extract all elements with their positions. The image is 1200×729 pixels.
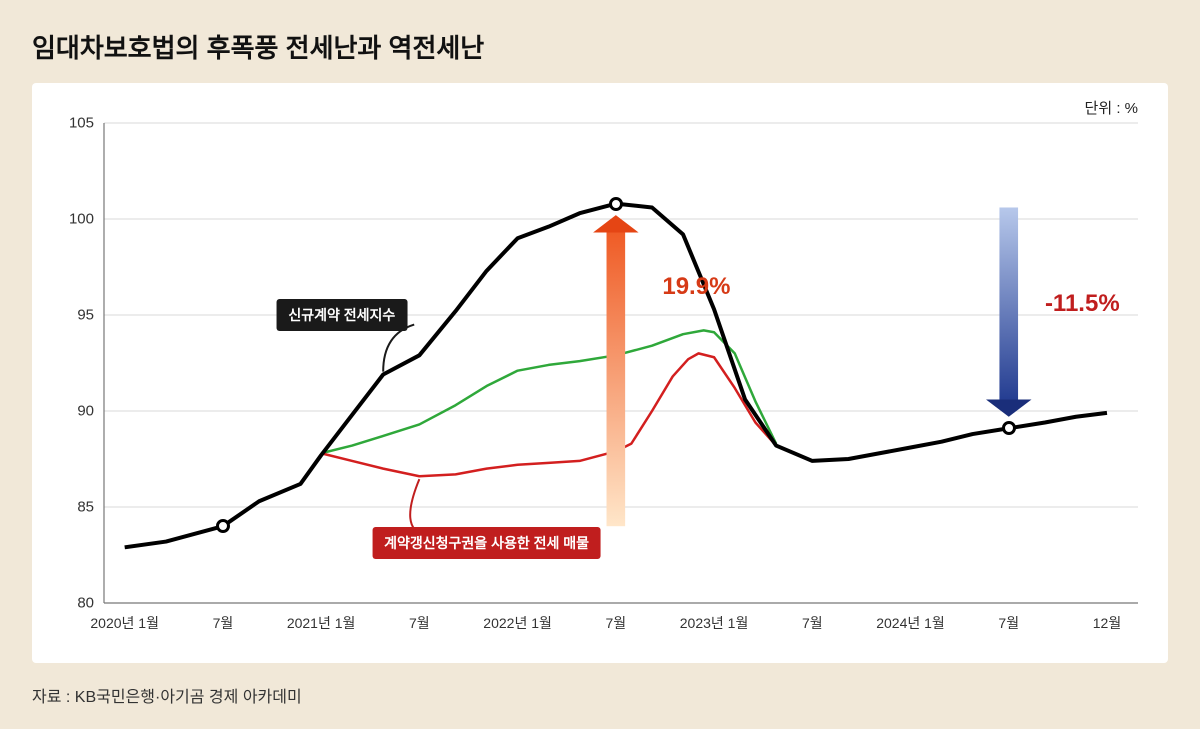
y-tick-label: 105 bbox=[69, 115, 94, 132]
x-tick-label: 2021년 1월 bbox=[287, 613, 356, 633]
y-tick-label: 95 bbox=[77, 307, 94, 324]
x-tick-label: 7월 bbox=[802, 613, 823, 633]
unit-label: 단위 : % bbox=[1085, 97, 1138, 118]
x-tick-label: 2020년 1월 bbox=[90, 613, 159, 633]
x-tick-label: 7월 bbox=[213, 613, 234, 633]
x-tick-label: 12월 bbox=[1093, 613, 1121, 633]
line-marker bbox=[1002, 421, 1016, 435]
x-tick-label: 2022년 1월 bbox=[483, 613, 552, 633]
chart-title: 임대차보호법의 후폭풍 전세난과 역전세난 bbox=[32, 28, 1168, 65]
y-tick-label: 90 bbox=[77, 403, 94, 420]
series-label-black: 신규계약 전세지수 bbox=[276, 299, 407, 331]
chart-source: 자료 : KB국민은행·아기곰 경제 아카데미 bbox=[32, 683, 302, 707]
x-tick-label: 2023년 1월 bbox=[680, 613, 749, 633]
x-tick-label: 7월 bbox=[998, 613, 1019, 633]
y-tick-label: 100 bbox=[69, 211, 94, 228]
x-tick-label: 7월 bbox=[605, 613, 626, 633]
annotation-pct_down: -11.5% bbox=[1045, 290, 1120, 318]
chart-panel: 단위 : % 808590951001052020년 1월7월2021년 1월7… bbox=[32, 83, 1168, 663]
chart-container: 임대차보호법의 후폭풍 전세난과 역전세난 단위 : % 80859095100… bbox=[0, 0, 1200, 729]
x-tick-label: 2024년 1월 bbox=[876, 613, 945, 633]
line-marker bbox=[216, 519, 230, 533]
x-tick-label: 7월 bbox=[409, 613, 430, 633]
y-tick-label: 80 bbox=[77, 595, 94, 612]
plot-area: 808590951001052020년 1월7월2021년 1월7월2022년 … bbox=[104, 123, 1138, 603]
series-label-red: 계약갱신청구권을 사용한 전세 매물 bbox=[372, 527, 601, 559]
annotation-pct_up: 19.9% bbox=[662, 273, 730, 301]
y-tick-label: 85 bbox=[77, 499, 94, 516]
line-marker bbox=[609, 197, 623, 211]
